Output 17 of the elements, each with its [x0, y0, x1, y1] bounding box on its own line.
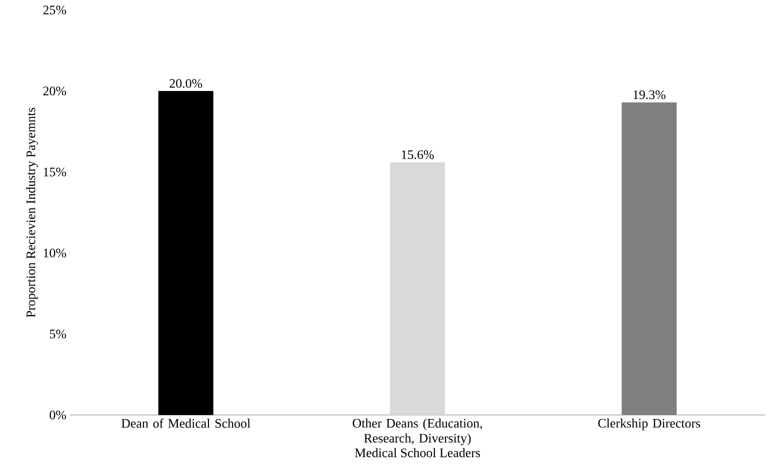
y-tick-label: 25%: [43, 6, 66, 14]
y-tick-label: 5%: [50, 330, 66, 338]
bar: [158, 90, 214, 415]
x-axis-title: Medical School Leaders: [354, 448, 480, 458]
bar: [622, 102, 677, 415]
x-tick-label: Clerkship Directors: [598, 418, 700, 430]
data-label: 15.6%: [402, 150, 434, 160]
y-axis-title: Proportion Recievien Industry Payemnts: [26, 108, 38, 318]
y-tick-label: 15%: [44, 168, 66, 176]
y-tick-label: 10%: [44, 248, 66, 258]
x-tick-label: Dean of Medical School: [121, 418, 250, 428]
y-tick-label: 20%: [43, 86, 66, 96]
x-tick-label: Other Deans (Education, Research, Diversity): [352, 418, 482, 446]
bar: [390, 162, 446, 415]
y-tick-label: 0%: [50, 410, 66, 420]
data-label: 19.3%: [634, 90, 666, 100]
data-label: 20.0%: [170, 79, 202, 88]
